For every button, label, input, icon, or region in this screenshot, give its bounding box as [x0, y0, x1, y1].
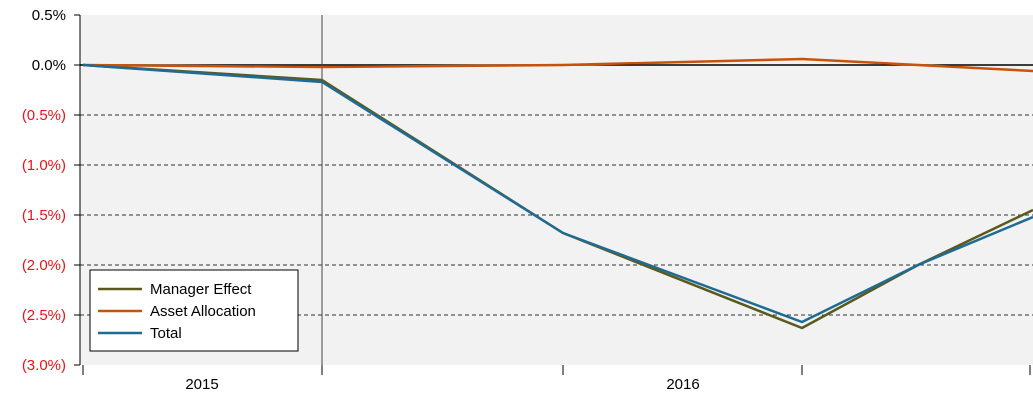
y-tick-label: (3.0%) — [22, 357, 66, 374]
x-tick-label: 2016 — [666, 376, 699, 393]
y-tick-label: 0.5% — [32, 7, 66, 24]
x-axis: 2015 2016 — [82, 365, 1031, 393]
legend-label-total: Total — [150, 325, 182, 342]
y-tick-label: 0.0% — [32, 57, 66, 74]
series-lines — [82, 57, 1033, 330]
series-line-asset-allocation — [82, 57, 1033, 73]
legend-label-asset-allocation: Asset Allocation — [150, 303, 256, 320]
y-tick-label: (1.5%) — [22, 207, 66, 224]
gridlines — [80, 15, 1033, 365]
series-line-total — [82, 63, 1033, 324]
y-tick-label: (2.5%) — [22, 307, 66, 324]
y-axis-ticks: 0.5% 0.0% (0.5%) (1.0%) (1.5%) (2.0%) (2.5%) (3… — [22, 7, 81, 374]
legend: Manager Effect Asset Allocation Total — [89, 269, 299, 352]
y-tick-label: (0.5%) — [22, 107, 66, 124]
x-tick-label: 2015 — [185, 376, 218, 393]
legend-label-manager-effect: Manager Effect — [150, 281, 252, 298]
y-tick-label: (1.0%) — [22, 157, 66, 174]
y-tick-label: (2.0%) — [22, 257, 66, 274]
